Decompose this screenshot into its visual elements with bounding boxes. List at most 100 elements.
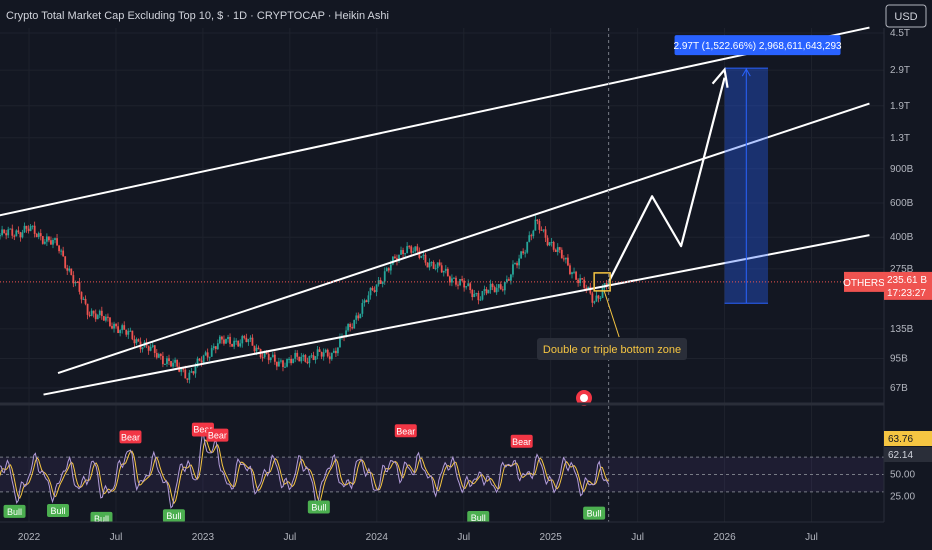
candle <box>86 303 89 320</box>
candle-body <box>434 268 437 270</box>
candle <box>68 265 71 273</box>
candle-body <box>499 284 502 290</box>
candle <box>475 292 478 297</box>
candle-body <box>62 250 65 257</box>
candle-body <box>381 281 384 284</box>
candle-body <box>0 235 1 237</box>
candle <box>520 251 523 259</box>
candle <box>593 300 596 305</box>
candle-body <box>548 242 551 246</box>
candle <box>483 285 486 296</box>
candle-body <box>204 352 207 356</box>
candle <box>243 334 246 340</box>
candle <box>473 289 476 298</box>
candle <box>357 312 360 321</box>
candle-body <box>255 347 258 352</box>
candle <box>573 267 575 275</box>
candle <box>111 322 113 330</box>
candle <box>571 271 573 279</box>
candle <box>76 281 79 284</box>
candle <box>117 322 120 334</box>
candle-body <box>86 303 89 315</box>
candle-body <box>601 288 604 298</box>
price-pane: 2.97T (1,522.66%) 2,968,611,643,293 Doubl… <box>0 26 884 522</box>
price-axis-tick: 135B <box>890 324 914 335</box>
candle <box>359 313 362 319</box>
candle <box>241 334 244 348</box>
price-axis-tick: 900B <box>890 164 914 175</box>
candle-body <box>512 264 514 275</box>
candle-body <box>451 278 453 283</box>
candle <box>353 319 356 329</box>
rsi-badge-value: 62.14 <box>888 450 913 461</box>
candle-body <box>245 337 248 343</box>
candle-body <box>534 219 537 231</box>
candle-body <box>383 271 386 282</box>
candle <box>257 345 260 350</box>
candle <box>463 278 466 292</box>
projection-label[interactable]: 2.97T (1,522.66%) 2,968,611,643,293 <box>673 35 842 56</box>
candle <box>208 356 211 361</box>
candle-body <box>50 240 52 245</box>
candle <box>361 299 364 317</box>
candle <box>489 279 492 294</box>
candle-body <box>471 289 474 298</box>
candle-body <box>414 246 417 252</box>
candle-body <box>84 298 87 304</box>
time-axis[interactable] <box>0 522 932 550</box>
candle <box>84 295 87 306</box>
currency-button[interactable]: USD <box>885 4 927 28</box>
candle <box>147 345 150 355</box>
candle-body <box>218 336 221 344</box>
signal-bg <box>119 430 142 444</box>
axes: 4.5T 2.9T 1.9T 1.3T 900B 600B 400B 275B 135B 95B 6… <box>0 28 932 550</box>
candle <box>133 335 136 348</box>
price-axis-tick: 1.3T <box>890 133 910 144</box>
signal-bg <box>206 428 229 442</box>
price-badge-value: 235.61 B <box>887 275 927 286</box>
candle <box>505 275 508 284</box>
candle <box>11 224 14 239</box>
candle-body <box>465 286 468 288</box>
candle <box>436 262 439 273</box>
candle <box>404 252 406 258</box>
candle <box>310 353 313 358</box>
candle <box>373 286 376 293</box>
candle-body <box>518 258 520 266</box>
bull-signal: Bull <box>162 509 185 523</box>
candle-body <box>501 289 504 291</box>
candle <box>88 311 91 318</box>
candle-body <box>514 263 516 265</box>
candle-body <box>269 357 272 361</box>
candle-body <box>70 268 73 276</box>
candle-body <box>7 229 10 236</box>
bottom-zone-note[interactable]: Double or triple bottom zone <box>537 338 687 360</box>
candle <box>96 313 99 320</box>
candle <box>54 237 56 244</box>
candle-body <box>436 262 439 269</box>
candle-body <box>412 251 415 253</box>
bear-signal: Bear <box>119 430 142 444</box>
candle-body <box>444 268 447 271</box>
candle <box>562 255 565 262</box>
candle-body <box>467 283 470 287</box>
candle <box>446 267 449 277</box>
candle <box>249 335 252 343</box>
candle <box>328 352 331 364</box>
candle-body <box>571 272 573 275</box>
candle-body <box>526 241 529 253</box>
candle-body <box>489 283 492 291</box>
candle-body <box>290 358 293 364</box>
candle-body <box>275 361 278 367</box>
bottom-zone-note-text: Double or triple bottom zone <box>543 344 681 356</box>
candle-body <box>503 281 506 291</box>
candle <box>536 219 539 225</box>
candle-body <box>229 336 231 344</box>
candle-body <box>483 289 486 291</box>
candle-body <box>292 358 295 364</box>
candle <box>102 315 105 321</box>
candle <box>192 371 195 376</box>
time-axis-tick: 2023 <box>192 532 215 543</box>
candle <box>453 277 455 279</box>
candle-body <box>320 351 323 357</box>
